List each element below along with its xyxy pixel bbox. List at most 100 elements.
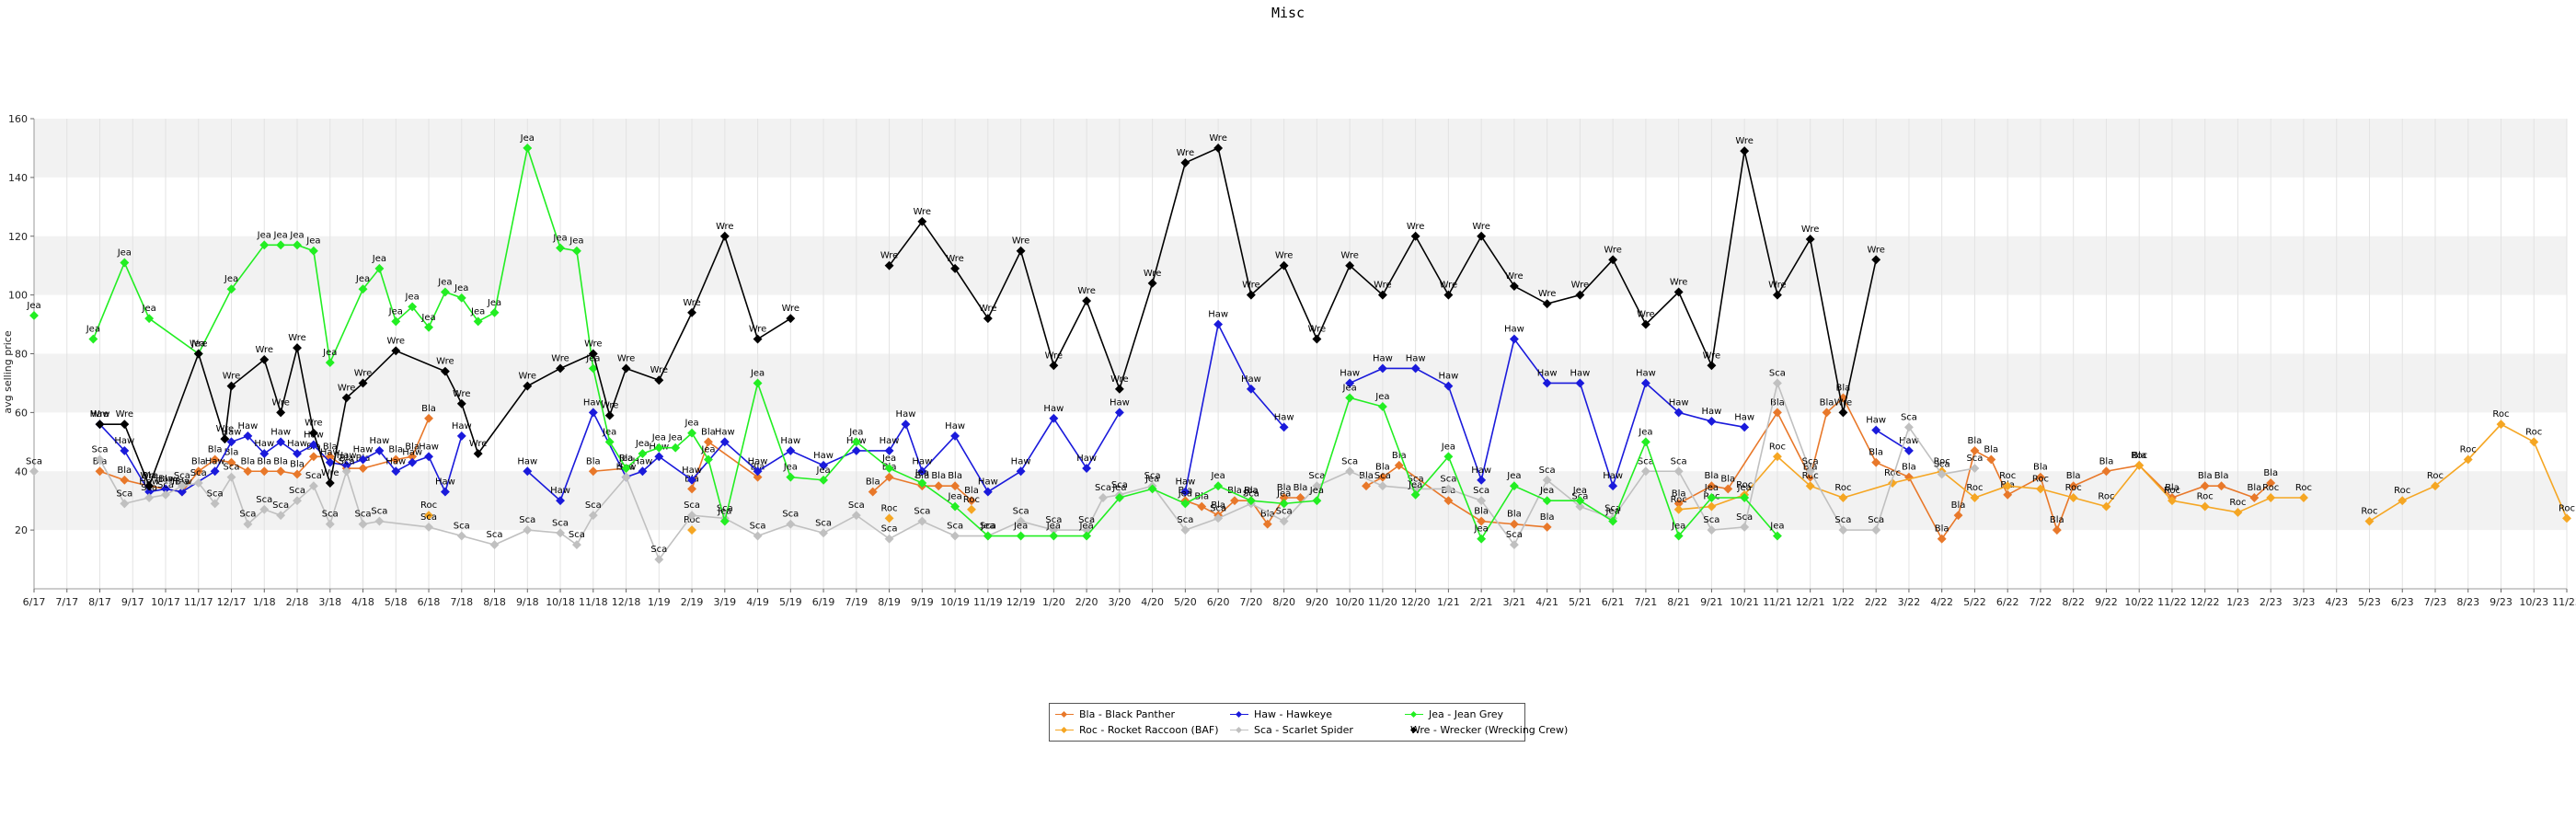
data-label: Wre [584, 339, 602, 350]
x-tick-label: 12/19 [1006, 596, 1036, 608]
data-label: Wre [1637, 310, 1654, 320]
x-tick-label: 12/20 [1401, 596, 1431, 608]
data-point [1707, 525, 1717, 535]
data-label: Sca [339, 456, 355, 466]
data-label: Jea [750, 368, 765, 378]
data-point [1016, 246, 1026, 256]
data-label: Haw [237, 421, 258, 431]
x-tick-label: 10/17 [151, 596, 180, 608]
data-label: Bla [388, 444, 403, 454]
data-label: Jea [289, 230, 304, 240]
x-tick-label: 8/23 [2456, 596, 2479, 608]
data-label: Jea [1737, 483, 1752, 493]
data-point [1477, 534, 1487, 544]
data-point [2068, 481, 2078, 491]
x-tick-label: 3/21 [1503, 596, 1526, 608]
x-tick-label: 11/18 [579, 596, 608, 608]
data-label: Haw [320, 448, 340, 458]
data-label: Haw [1471, 466, 1491, 476]
data-label: Jea [470, 306, 485, 316]
data-point [1213, 513, 1224, 523]
data-point [786, 519, 796, 529]
data-label: Wre [979, 304, 996, 314]
data-point [703, 454, 713, 465]
data-point [983, 314, 993, 324]
data-label: Jea [1210, 471, 1225, 481]
data-point [1246, 290, 1256, 300]
data-point [424, 322, 433, 332]
data-point [1180, 499, 1190, 509]
data-point [1443, 452, 1454, 462]
data-label: Haw [1438, 372, 1458, 382]
data-label: Haw [1241, 374, 1261, 385]
data-point [1772, 290, 1782, 300]
data-label: Bla [257, 456, 271, 466]
data-point [456, 431, 466, 441]
x-tick-label: 9/22 [2095, 596, 2118, 608]
data-label: Roc [2460, 444, 2477, 454]
data-point [1477, 516, 1487, 526]
data-label: Wre [1867, 245, 1884, 255]
data-point [1707, 481, 1717, 491]
x-tick-label: 5/22 [1963, 596, 1986, 608]
data-point [967, 496, 976, 506]
data-point [1707, 361, 1717, 371]
x-tick-label: 3/19 [713, 596, 736, 608]
data-point [391, 466, 401, 477]
data-label: Jea [668, 433, 683, 443]
data-label: Wre [650, 365, 668, 375]
x-tick-label: 9/19 [911, 596, 934, 608]
data-label: Haw [90, 409, 110, 420]
data-point [243, 431, 253, 441]
data-point [983, 531, 993, 541]
data-point [161, 484, 170, 494]
data-point [571, 540, 581, 550]
data-point [358, 284, 368, 294]
data-point [687, 475, 697, 485]
x-tick-label: 11/19 [973, 596, 1003, 608]
data-point [950, 263, 960, 273]
data-label: Haw [155, 474, 176, 484]
data-point [703, 437, 713, 447]
x-tick-label: 7/19 [845, 596, 868, 608]
data-point [1673, 499, 1684, 509]
data-label: Roc [420, 500, 437, 511]
data-point [358, 454, 368, 465]
data-point [144, 493, 155, 502]
x-tick-label: 11/23 [2552, 596, 2576, 608]
data-label: Sca [1210, 503, 1226, 513]
legend-label: Haw - Hawkeye [1254, 708, 1333, 720]
data-label: Wre [305, 419, 322, 429]
x-tick-label: 3/18 [318, 596, 341, 608]
x-tick-label: 2/23 [2260, 596, 2283, 608]
data-point [819, 460, 829, 470]
data-point [391, 316, 401, 327]
x-tick-label: 1/19 [648, 596, 671, 608]
data-label: Jea [1078, 522, 1093, 532]
data-label: Bla [339, 454, 354, 464]
data-label: Bla [1836, 383, 1851, 393]
data-point [917, 216, 927, 226]
data-label: Sca [1243, 489, 1259, 499]
data-point [2003, 481, 2013, 491]
data-point [917, 466, 927, 477]
data-label: Sca [26, 456, 42, 466]
data-point [1937, 534, 1947, 544]
x-tick-label: 6/21 [1602, 596, 1625, 608]
data-label: Haw [1175, 477, 1195, 488]
data-label: Haw [1702, 407, 1722, 417]
data-label: Jea [1046, 522, 1061, 532]
data-label: Jea [1769, 522, 1784, 532]
data-label: Haw [1208, 310, 1228, 320]
data-label: Sca [980, 522, 996, 532]
data-label: Wre [1735, 136, 1753, 146]
data-label: Roc [2098, 492, 2114, 502]
data-label: Wre [1670, 277, 1687, 287]
data-label: Wre [1275, 251, 1293, 261]
data-point [819, 528, 829, 538]
data-label: Sca [1308, 471, 1325, 481]
x-tick-label: 9/21 [1700, 596, 1723, 608]
data-label: Jea [142, 304, 156, 314]
data-point [687, 525, 697, 535]
data-label: Sca [1604, 503, 1621, 513]
